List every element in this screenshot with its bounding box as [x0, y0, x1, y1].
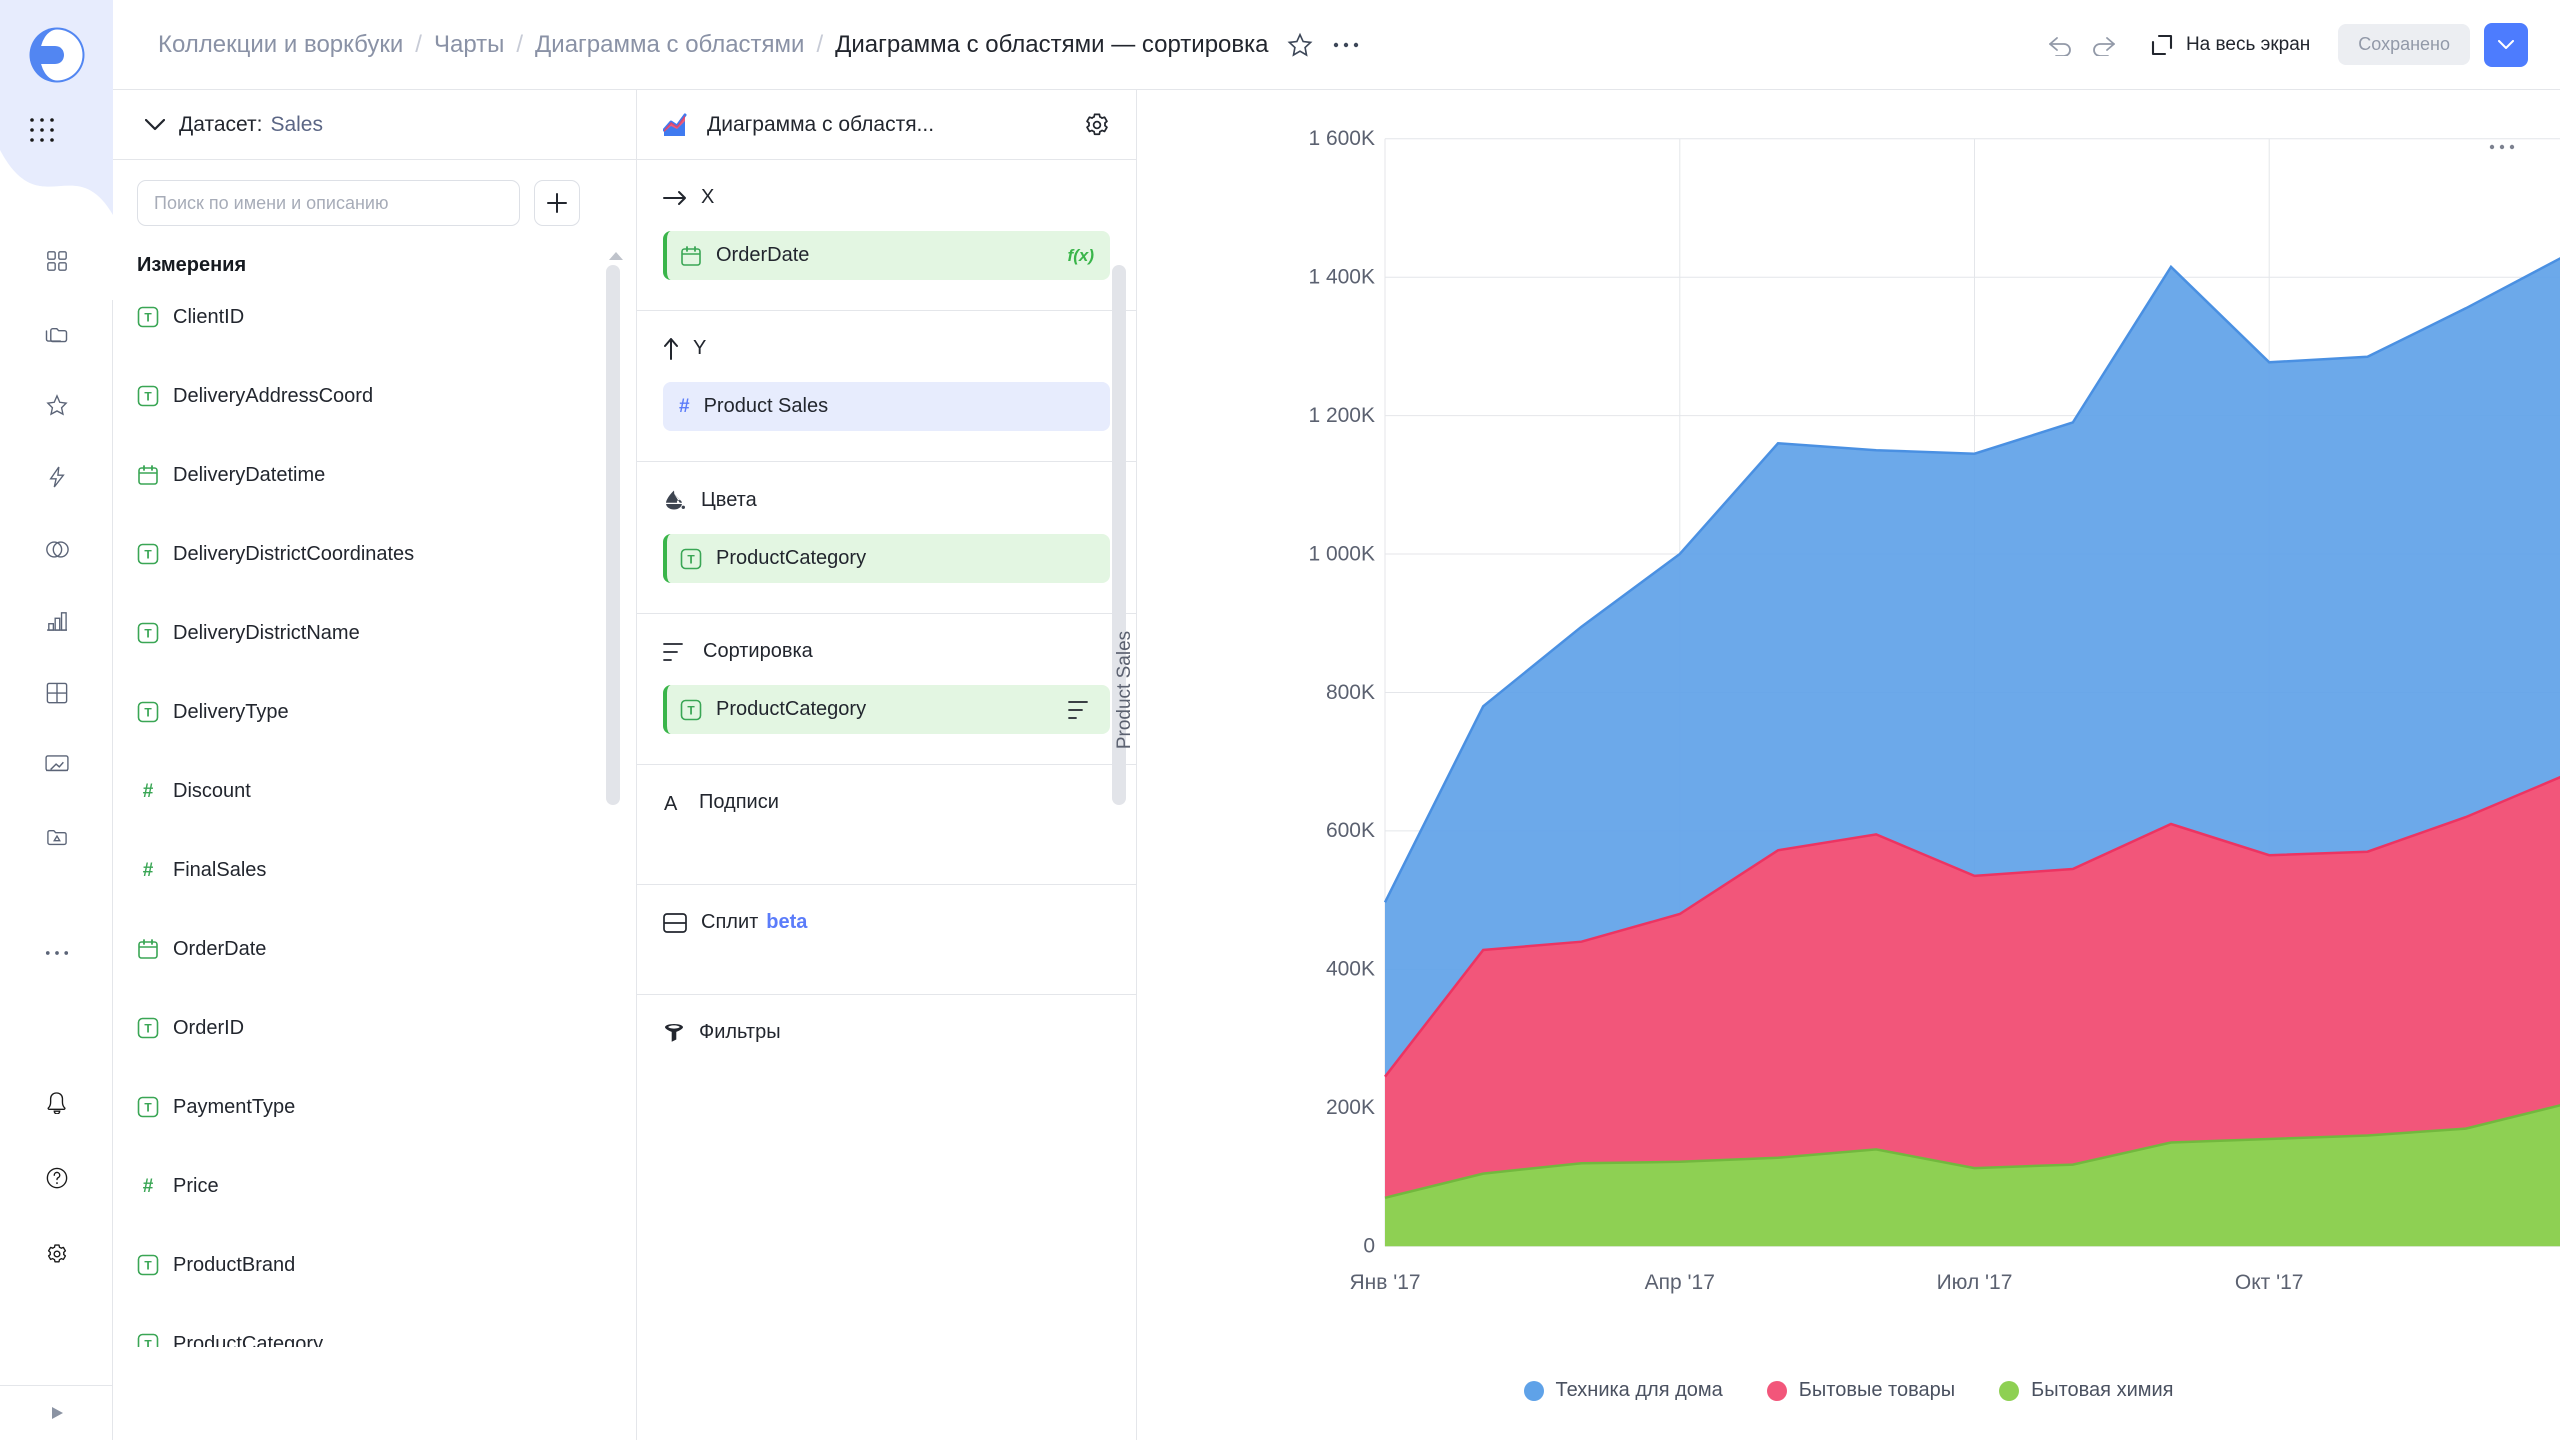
- svg-text:#: #: [143, 781, 154, 802]
- svg-text:Июл '17: Июл '17: [1937, 1271, 2013, 1294]
- svg-text:400K: 400K: [1326, 958, 1375, 981]
- svg-text:T: T: [144, 548, 152, 562]
- svg-text:T: T: [687, 552, 695, 566]
- svg-text:T: T: [144, 1022, 152, 1036]
- svg-text:T: T: [144, 706, 152, 720]
- svg-text:Окт '17: Окт '17: [2235, 1271, 2304, 1294]
- svg-text:1 200K: 1 200K: [1308, 404, 1375, 427]
- svg-text:Янв '17: Янв '17: [1349, 1271, 1420, 1294]
- svg-text:T: T: [144, 1259, 152, 1273]
- svg-text:1 000K: 1 000K: [1308, 542, 1375, 565]
- svg-text:800K: 800K: [1326, 681, 1375, 704]
- svg-text:1 400K: 1 400K: [1308, 266, 1375, 289]
- svg-text:T: T: [144, 627, 152, 641]
- svg-text:#: #: [143, 860, 154, 881]
- svg-text:200K: 200K: [1326, 1096, 1375, 1119]
- svg-text:0: 0: [1363, 1235, 1375, 1258]
- svg-text:T: T: [144, 390, 152, 404]
- svg-text:T: T: [144, 1101, 152, 1115]
- svg-text:T: T: [144, 311, 152, 325]
- svg-text:T: T: [144, 1338, 152, 1348]
- svg-text:600K: 600K: [1326, 819, 1375, 842]
- svg-text:A: A: [664, 793, 678, 814]
- svg-text:T: T: [687, 703, 695, 717]
- svg-text:1 600K: 1 600K: [1308, 127, 1375, 150]
- svg-text:Апр '17: Апр '17: [1645, 1271, 1715, 1294]
- svg-text:#: #: [143, 1176, 154, 1197]
